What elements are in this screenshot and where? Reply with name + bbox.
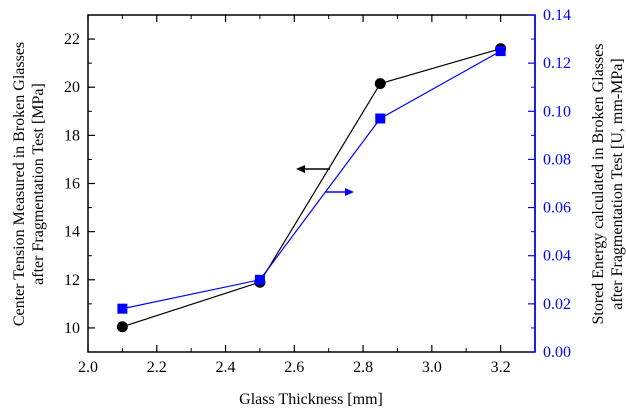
series-layer	[116, 43, 507, 333]
series-2-point	[375, 113, 386, 124]
y-left-tick-label: 16	[64, 176, 80, 193]
y-right-tick-label: 0.00	[543, 344, 571, 361]
y-left-axis-ticks: 10 12 14 16 18 20 22	[64, 14, 95, 353]
y-left-tick-label: 14	[64, 224, 80, 241]
x-tick-label: 3.0	[422, 359, 442, 376]
left-arrow-head	[296, 165, 305, 173]
y-left-tick-label: 20	[64, 79, 80, 96]
y-right-tick-label: 0.12	[543, 55, 571, 72]
series-1-point	[374, 78, 386, 90]
y-right-tick-label: 0.14	[543, 7, 571, 24]
y-left-axis-label-line2: after Fragmentation Test [MPa]	[30, 83, 47, 285]
y-right-axis-label: Stored Energy calculated in Broken Glass…	[590, 44, 626, 325]
series-2-point	[495, 46, 506, 57]
y-right-tick-label: 0.02	[543, 296, 571, 313]
x-axis-ticks: 2.0 2.2 2.4 2.6 2.8 3.0 3.2	[78, 15, 511, 376]
y-left-tick-label: 22	[64, 31, 80, 48]
series-2-point	[117, 303, 128, 314]
y-right-tick-label: 0.06	[543, 200, 571, 217]
y-left-tick-label: 18	[64, 127, 80, 144]
series-2-line	[122, 50, 501, 310]
x-tick-label: 2.4	[216, 359, 236, 376]
y-right-axis-ticks: 0.00 0.02 0.04 0.06 0.08 0.10 0.12 0.14	[528, 7, 571, 361]
series-1-line	[122, 48, 501, 328]
series-1-point	[116, 321, 128, 333]
y-right-tick-label: 0.08	[543, 151, 571, 168]
y-right-tick-label: 0.10	[543, 103, 571, 120]
y-left-tick-label: 12	[64, 272, 80, 289]
x-tick-label: 2.6	[284, 359, 304, 376]
series-2-point	[254, 274, 265, 285]
x-axis-label: Glass Thickness [mm]	[239, 391, 383, 408]
y-right-tick-label: 0.04	[543, 248, 571, 265]
y-left-axis-label-line1: Center Tension Measured in Broken Glasse…	[11, 42, 28, 326]
x-tick-label: 2.0	[78, 359, 98, 376]
y-left-axis-label: Center Tension Measured in Broken Glasse…	[11, 42, 47, 326]
x-tick-label: 2.2	[147, 359, 167, 376]
y-right-axis-label-line2: after Fragmentation Test [U, mm-MPa]	[609, 58, 626, 309]
annotation-layer	[296, 165, 354, 196]
y-right-axis-label-line1: Stored Energy calculated in Broken Glass…	[590, 44, 607, 325]
x-tick-label: 2.8	[353, 359, 373, 376]
y-left-tick-label: 10	[64, 320, 80, 337]
x-tick-label: 3.2	[491, 359, 511, 376]
right-arrow-head	[345, 188, 354, 196]
